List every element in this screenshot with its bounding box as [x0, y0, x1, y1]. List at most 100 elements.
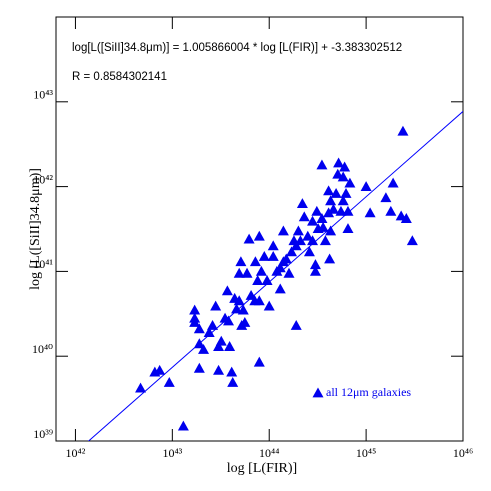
- data-point: [274, 262, 286, 273]
- data-point: [400, 213, 412, 223]
- data-point: [342, 223, 354, 233]
- data-point: [296, 198, 308, 209]
- x-tick-label: 10⁴²: [66, 446, 86, 460]
- data-point: [193, 338, 205, 349]
- correlation-label: R =: [72, 71, 91, 83]
- data-point: [360, 181, 372, 191]
- x-tick-label: 10⁴⁴: [259, 446, 279, 460]
- data-point: [241, 267, 253, 278]
- y-tick-label: 10⁴⁰: [32, 342, 53, 356]
- data-point: [189, 304, 201, 315]
- data-point: [294, 235, 306, 246]
- data-point: [316, 213, 328, 223]
- data-point: [193, 362, 205, 373]
- data-point: [333, 157, 345, 168]
- data-point: [311, 205, 323, 216]
- x-tick-label: 10⁴⁶: [453, 446, 473, 460]
- data-point: [258, 250, 270, 261]
- data-point: [267, 250, 279, 261]
- fit-lhs: log[L([SiII]34.8μm)] =: [72, 42, 180, 54]
- data-point: [406, 235, 418, 246]
- data-point: [233, 295, 245, 306]
- data-point: [397, 125, 409, 136]
- data-point: [253, 230, 265, 241]
- data-point: [221, 285, 233, 296]
- fit-equation: log[L([SiII]34.8μm)] = 1.005866004 * log…: [72, 42, 402, 54]
- data-point: [309, 265, 321, 276]
- data-point: [249, 256, 261, 267]
- x-tick-label: 10⁴⁵: [356, 446, 376, 460]
- data-point: [226, 366, 238, 377]
- data-point: [239, 316, 251, 327]
- data-point: [307, 215, 319, 226]
- data-point: [309, 259, 321, 270]
- y-tick-label: 10³⁹: [33, 427, 53, 441]
- data-point: [210, 300, 222, 311]
- fit-line: [87, 111, 463, 441]
- data-point: [316, 159, 328, 170]
- data-point: [135, 382, 147, 393]
- data-point: [380, 192, 392, 203]
- data-point: [339, 161, 351, 172]
- data-point: [243, 233, 255, 244]
- data-point: [253, 356, 265, 367]
- data-point: [233, 267, 245, 278]
- fit-operator: * log [L(FIR)] +: [253, 42, 328, 54]
- data-point: [213, 341, 225, 351]
- data-point: [283, 267, 295, 278]
- correlation: R = 0.8584302141: [72, 71, 167, 83]
- fit-slope: 1.005866004: [183, 42, 251, 54]
- data-point: [344, 177, 356, 188]
- data-point: [302, 230, 314, 241]
- data-point: [280, 253, 292, 264]
- data-point: [253, 295, 265, 306]
- correlation-value: 0.8584302141: [93, 71, 167, 83]
- data-point: [337, 195, 349, 206]
- data-point: [290, 240, 302, 251]
- data-point: [263, 300, 275, 311]
- data-point: [154, 364, 166, 375]
- data-point: [177, 420, 189, 431]
- data-point: [235, 256, 247, 267]
- data-point: [252, 275, 264, 285]
- x-axis-title: log [L(FIR)]: [227, 461, 297, 476]
- data-point: [335, 205, 347, 216]
- data-point: [323, 185, 335, 196]
- y-tick-label: 10⁴²: [33, 172, 53, 186]
- data-point: [303, 246, 315, 257]
- data-point: [198, 343, 210, 354]
- data-point: [231, 303, 243, 314]
- data-point: [319, 235, 331, 246]
- data-point: [317, 221, 329, 232]
- data-point: [215, 335, 227, 346]
- y-axis-title: log [L([SiII]34.8μm)]: [28, 168, 43, 290]
- data-point: [340, 187, 352, 198]
- x-tick-label: 10⁴³: [162, 446, 182, 460]
- data-point: [325, 225, 337, 236]
- y-tick-label: 10⁴³: [33, 88, 53, 102]
- data-point: [307, 235, 319, 246]
- data-point: [290, 320, 302, 330]
- data-point: [277, 225, 289, 236]
- data-point: [261, 275, 273, 285]
- y-tick-label: 10⁴¹: [33, 257, 53, 271]
- fit-intercept: -3.383302512: [331, 42, 402, 54]
- data-point: [207, 320, 219, 330]
- data-point: [203, 327, 215, 337]
- data-point: [224, 341, 236, 351]
- data-point: [237, 304, 249, 315]
- data-point: [385, 205, 397, 216]
- plot-frame: [55, 16, 464, 442]
- data-point: [223, 315, 235, 326]
- data-point: [327, 203, 339, 214]
- data-point: [342, 205, 354, 216]
- data-point: [193, 323, 205, 334]
- data-point: [286, 246, 298, 257]
- data-point: [337, 171, 349, 182]
- data-point: [364, 207, 376, 218]
- data-point: [189, 316, 201, 327]
- legend-marker: [312, 387, 324, 398]
- data-point: [274, 283, 286, 294]
- legend-label: all 12μm galaxies: [326, 385, 411, 399]
